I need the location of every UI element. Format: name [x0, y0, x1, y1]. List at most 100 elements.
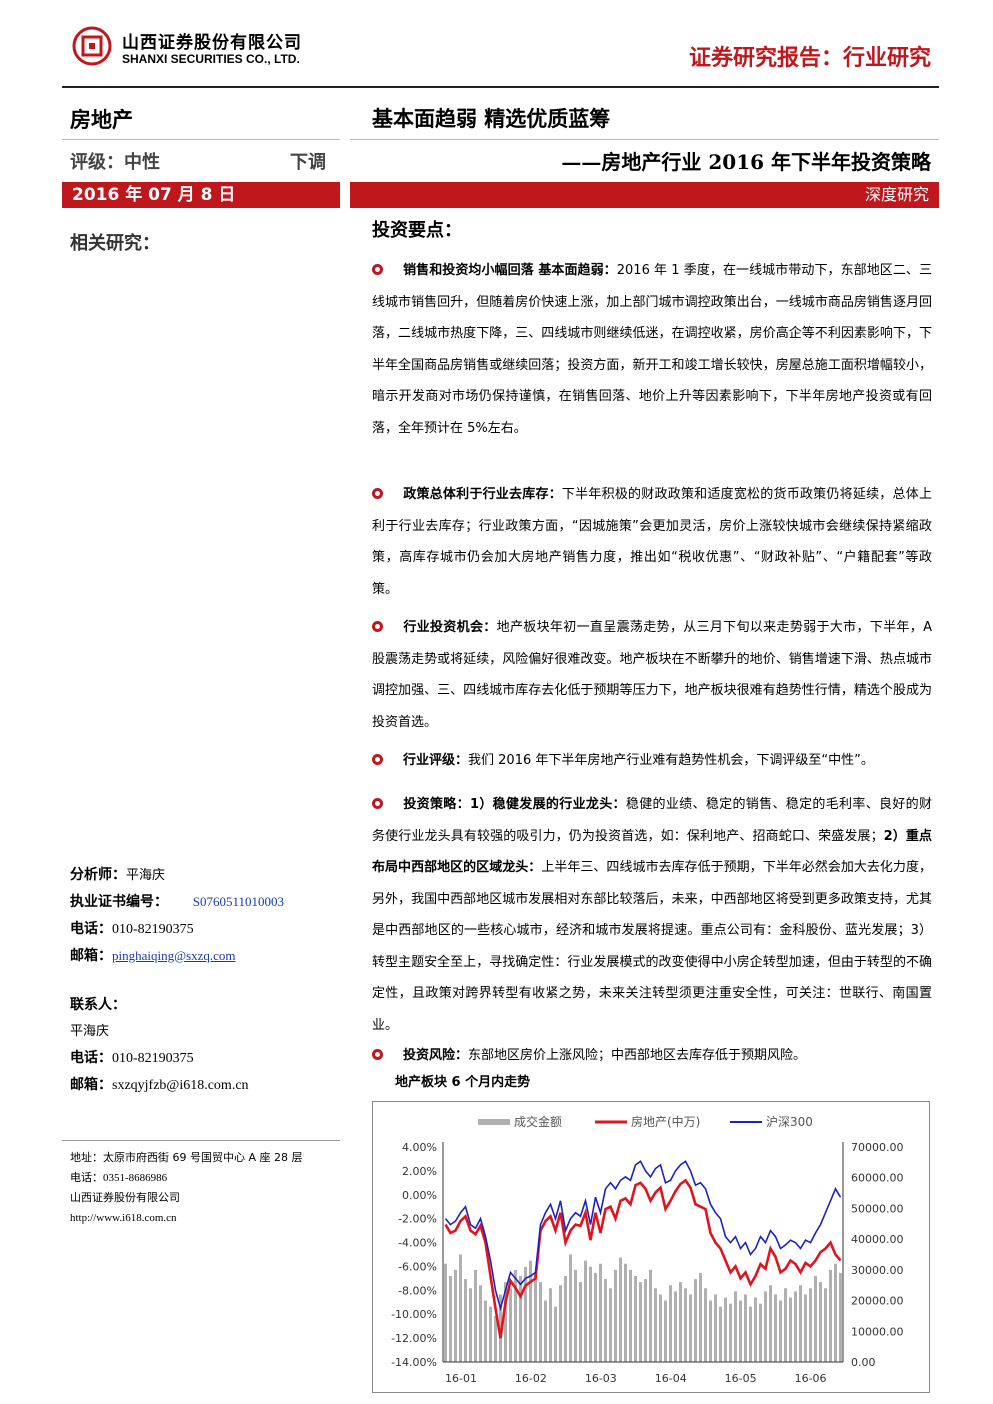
chart-frame: 成交金额 房地产(中万) 沪深300 4.00% 2.00% 0.00% -2.00% -4.…: [372, 1101, 930, 1393]
volume-bar: [484, 1300, 487, 1362]
key-point-strategy: 投资策略：1）稳健发展的行业龙头：稳健的业绩、稳定的销售、稳定的毛利率、良好的财…: [372, 789, 932, 1041]
analyst-phone-label: 电话：: [70, 921, 112, 937]
key-point-text: 我们 2016 年下半年房地产行业难有趋势性机会，下调评级至“中性”。: [468, 753, 874, 768]
volume-bar: [609, 1288, 612, 1362]
contact-email-label: 邮箱：: [70, 1077, 112, 1093]
contact-phone-label: 电话：: [70, 1050, 112, 1066]
volume-bar: [819, 1282, 822, 1362]
bullet-icon: [372, 1049, 383, 1060]
strategy-text-1: 稳健的业绩、稳定的销售、稳定的毛利率、良好的财务使行业龙头具有较强的吸引力，仍为…: [372, 797, 932, 844]
volume-bar: [514, 1269, 517, 1362]
volume-bar: [774, 1294, 777, 1362]
volume-bar: [554, 1306, 557, 1362]
volume-bar: [779, 1300, 782, 1362]
key-point-risk: 投资风险：东部地区房价上涨风险；中西部地区去库存低于预期风险。: [372, 1040, 932, 1072]
y-right-tick-label: 10000.00: [851, 1325, 904, 1338]
volume-bar: [649, 1269, 652, 1362]
strategy-text-2: 上半年三、四线城市去库存低于预期，下半年必然会加大去化力度，另外，我国中西部地区…: [372, 860, 932, 938]
volume-bar: [784, 1288, 787, 1362]
header-divider: [62, 86, 939, 88]
analyst-email-link[interactable]: pinghaiqing@sxzq.com: [112, 948, 236, 963]
volume-bar: [734, 1291, 737, 1362]
cert-number: S0760511010003: [192, 894, 285, 909]
legend-label-1: 成交金额: [514, 1114, 562, 1129]
key-point-title: 投资策略：: [403, 797, 470, 812]
volume-bar: [474, 1269, 477, 1362]
volume-bar: [664, 1300, 667, 1362]
y-left-tick-label: 0.00%: [402, 1189, 437, 1202]
volume-bar: [694, 1279, 697, 1362]
y-left-tick-label: -10.00%: [391, 1308, 437, 1321]
y-right-tick-label: 0.00: [851, 1356, 876, 1369]
chart-title: 地产板块 6 个月内走势: [395, 1075, 531, 1090]
volume-bar: [604, 1279, 607, 1362]
report-date: 2016 年 07 月 8 日: [62, 182, 340, 208]
volume-bar: [559, 1285, 562, 1362]
address-label: 地址：: [70, 1151, 103, 1164]
y-left-tick-label: -8.00%: [398, 1284, 437, 1297]
volume-bar: [679, 1282, 682, 1362]
y-right-tick-label: 60000.00: [851, 1172, 904, 1185]
volume-bar: [494, 1315, 497, 1362]
volume-bar: [589, 1266, 592, 1362]
key-point-policy: 政策总体利于行业去库存：下半年积极的财政政策和适度宽松的货币政策仍将延续，总体上…: [372, 479, 932, 605]
company-name-cn: 山西证券股份有限公司: [122, 33, 302, 53]
volume-bar: [499, 1294, 502, 1362]
volume-bar: [749, 1306, 752, 1362]
legend-label-2: 房地产(中万): [631, 1114, 700, 1129]
volume-bar: [839, 1272, 842, 1362]
key-point-text: 2016 年 1 季度，在一线城市带动下，东部地区二、三线城市销售回升，但随着房…: [372, 263, 932, 436]
cert-label: 执业证书编号：: [70, 894, 168, 910]
company-url-link[interactable]: http://www.i618.com.cn: [70, 1212, 177, 1224]
y-left-tick-label: -14.00%: [391, 1356, 437, 1369]
volume-bar: [709, 1300, 712, 1362]
key-point-title: 行业评级：: [403, 753, 469, 768]
hs300-line: [444, 1160, 842, 1312]
volume-bar: [614, 1269, 617, 1362]
volume-bar: [684, 1288, 687, 1362]
volume-bar: [469, 1288, 472, 1362]
volume-bar: [619, 1257, 622, 1362]
y-left-tick-label: -6.00%: [398, 1260, 437, 1273]
volume-bar: [524, 1266, 527, 1362]
volume-bar: [789, 1297, 792, 1362]
volume-bar: [699, 1272, 702, 1362]
y-left-tick-label: 2.00%: [402, 1165, 437, 1178]
volume-bar: [794, 1291, 797, 1362]
volume-bar: [599, 1263, 602, 1362]
volume-bar: [534, 1272, 537, 1362]
contact-name: 平海庆: [70, 1024, 110, 1039]
bullet-icon: [372, 798, 383, 809]
key-point-title: 投资风险：: [403, 1048, 469, 1063]
volume-bar: [764, 1291, 767, 1362]
volume-bar: [669, 1285, 672, 1362]
volume-bar: [824, 1288, 827, 1362]
strategy-head-2: 2）重点布局中西部地区的区域龙头：: [372, 828, 932, 876]
volume-bar: [674, 1291, 677, 1362]
y-left-tick-label: -12.00%: [391, 1332, 437, 1345]
volume-bar: [729, 1303, 732, 1362]
divider: [62, 139, 340, 140]
volume-bar: [624, 1263, 627, 1362]
rating-label: 评级：中性: [70, 152, 160, 173]
volume-bar: [564, 1276, 567, 1362]
volume-bar: [809, 1288, 812, 1362]
key-point-text: 地产板块年初一直呈震荡走势，从三月下旬以来走势弱于大市，下半年，A 股震荡走势或…: [372, 620, 932, 730]
volume-bar: [654, 1288, 657, 1362]
volume-bar: [804, 1294, 807, 1362]
company-address: 地址：太原市府西街 69 号国贸中心 A 座 28 层 电话：0351-8686…: [70, 1148, 360, 1228]
address-phone-label: 电话：: [70, 1171, 103, 1184]
volume-bar: [724, 1297, 727, 1362]
address-text: 太原市府西街 69 号国贸中心 A 座 28 层: [103, 1151, 303, 1164]
analyst-info: 分析师：平海庆 执业证书编号： S0760511010003 电话：010-82…: [70, 862, 350, 970]
bullet-icon: [372, 754, 383, 765]
key-point-text: 东部地区房价上涨风险；中西部地区去库存低于预期风险。: [468, 1048, 807, 1063]
key-point-sales: 销售和投资均小幅回落 基本面趋弱：2016 年 1 季度，在一线城市带动下，东部…: [372, 255, 932, 444]
volume-bar: [754, 1297, 757, 1362]
volume-bar: [834, 1263, 837, 1362]
address-company: 山西证券股份有限公司: [70, 1191, 180, 1204]
volume-bar: [539, 1282, 542, 1362]
strategy-text-3: 3）转型主题安全至上，寻找确定性：行业发展模式的改变使得中小房企转型加速，但由于…: [372, 923, 932, 1033]
y-right-tick-label: 30000.00: [851, 1264, 904, 1277]
volume-bar: [549, 1288, 552, 1362]
